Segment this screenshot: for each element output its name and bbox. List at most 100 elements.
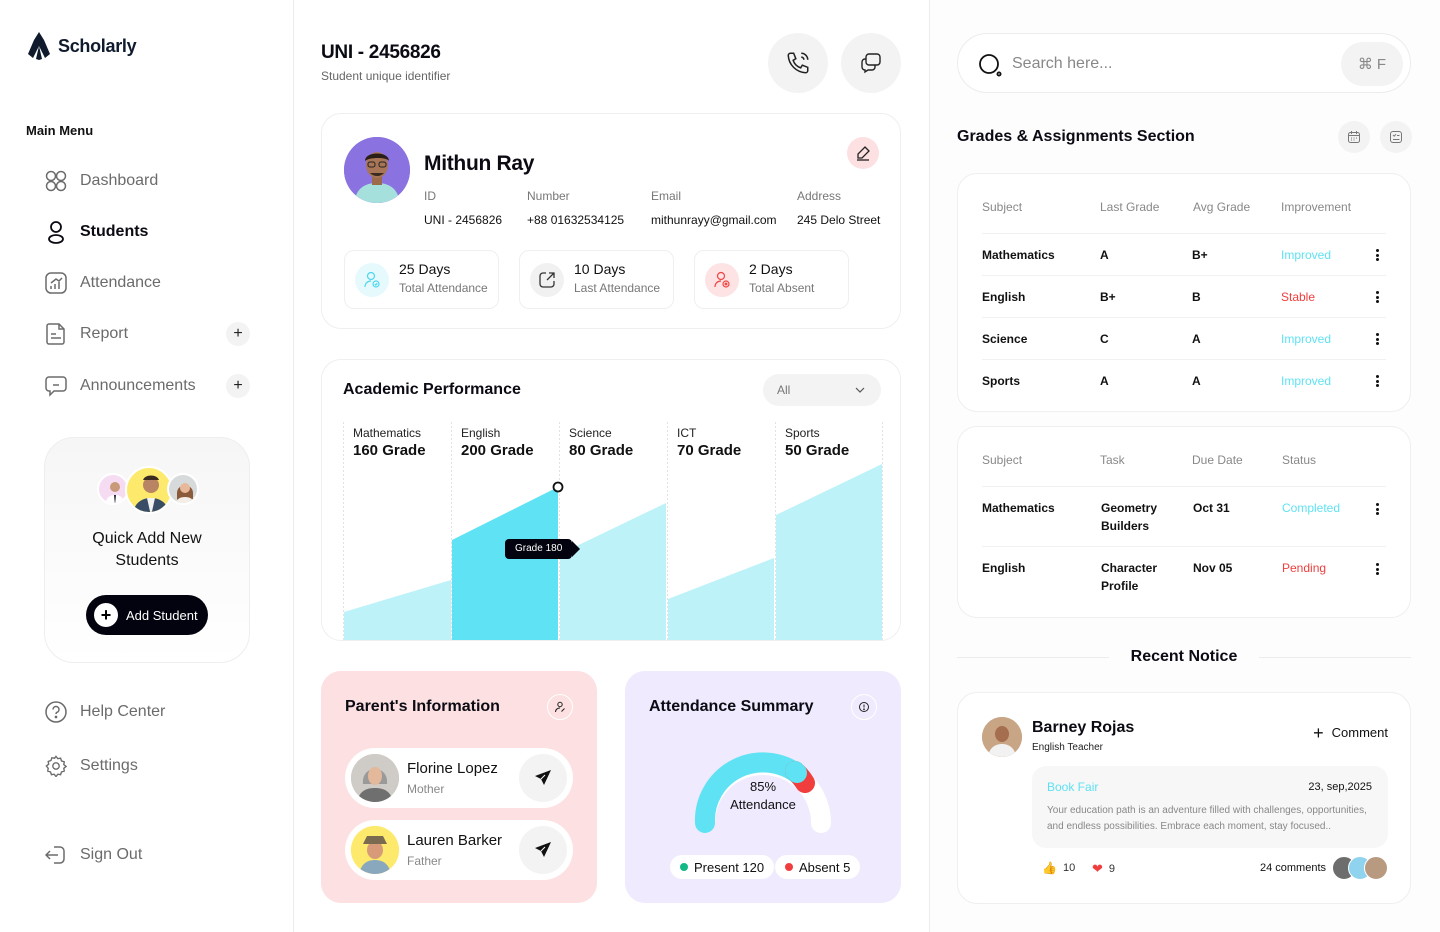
table-row[interactable]: English B+ B Stable — [982, 275, 1386, 317]
chat-button[interactable] — [841, 33, 901, 93]
sidebar-item-students[interactable]: Students — [44, 217, 250, 247]
external-link-icon — [530, 263, 564, 297]
parent-relation: Father — [407, 854, 442, 868]
grades-table: Subject Last Grade Avg Grade Improvement… — [957, 173, 1411, 412]
attendance-info-button[interactable] — [851, 694, 877, 720]
table-row[interactable]: Science C A Improved — [982, 317, 1386, 359]
heart-button[interactable]: ❤ 9 — [1092, 861, 1115, 877]
search-input[interactable] — [1012, 52, 1312, 76]
report-icon — [44, 322, 68, 346]
sidebar-item-label: Attendance — [80, 274, 161, 291]
stat-value: 10 Days — [574, 261, 626, 277]
chart-areas — [343, 422, 883, 640]
chart-category-label: Science — [569, 426, 612, 440]
cell-avg-grade: B+ — [1192, 248, 1208, 262]
parent-settings-button[interactable] — [547, 694, 573, 720]
row-menu-button[interactable] — [1372, 247, 1382, 263]
table-row[interactable]: Sports A A Improved — [982, 359, 1386, 401]
sidebar-item-label: Settings — [80, 757, 138, 774]
message-father-button[interactable] — [519, 826, 567, 874]
sidebar: Scholarly Main Menu Dashboard Students A… — [0, 0, 294, 932]
announcements-add-button[interactable]: + — [226, 374, 250, 398]
sidebar-item-attendance[interactable]: Attendance — [44, 268, 250, 298]
cell-status: Completed — [1282, 501, 1341, 515]
calendar-button[interactable] — [1338, 121, 1370, 153]
task-list-button[interactable] — [1380, 121, 1412, 153]
table-row[interactable]: English Character Profile Nov 05 Pending — [982, 546, 1386, 606]
pencil-icon — [857, 146, 870, 161]
column-header: Due Date — [1192, 453, 1243, 467]
sign-out-icon — [44, 843, 68, 867]
student-avatar — [344, 137, 410, 203]
chart-value-label: 160 Grade — [353, 442, 426, 459]
field-value[interactable]: mithunrayy@gmail.com — [651, 213, 777, 227]
cell-due-date: Nov 05 — [1193, 561, 1233, 575]
comments-count[interactable]: 24 comments — [1259, 862, 1326, 874]
row-menu-button[interactable] — [1372, 561, 1382, 577]
chart-category-label: English — [461, 426, 501, 440]
message-mother-button[interactable] — [519, 754, 567, 802]
call-button[interactable] — [768, 33, 828, 93]
brand-logo[interactable]: Scholarly — [28, 32, 137, 60]
attendance-summary-card: Attendance Summary 85% Attendance Presen… — [625, 671, 901, 903]
parent-avatar — [351, 826, 399, 874]
row-menu-button[interactable] — [1372, 289, 1382, 305]
add-comment-button[interactable]: + Comment — [1313, 724, 1388, 742]
edit-profile-button[interactable] — [847, 137, 879, 169]
main-menu-title: Main Menu — [26, 123, 94, 138]
student-profile-card: Mithun Ray ID UNI - 2456826 Number +88 016… — [321, 113, 901, 329]
sidebar-item-report[interactable]: Report + — [44, 319, 250, 349]
field-label: ID — [424, 189, 436, 203]
brand-name: Scholarly — [58, 35, 137, 56]
section-title: Parent's Information — [345, 698, 500, 715]
quick-add-title-line1: Quick Add New — [92, 530, 202, 547]
sidebar-item-label: Dashboard — [80, 172, 159, 189]
field-label: Email — [651, 189, 682, 203]
cell-subject: Sports — [982, 374, 1021, 388]
sidebar-item-help-center[interactable]: Help Center — [44, 697, 250, 727]
message-icon — [44, 374, 68, 398]
field-label: Address — [797, 189, 842, 203]
row-menu-button[interactable] — [1372, 501, 1382, 517]
notice-title[interactable]: Book Fair — [1047, 780, 1099, 794]
sidebar-item-dashboard[interactable]: Dashboard — [44, 166, 250, 196]
present-legend: Present 120 — [670, 855, 775, 879]
field-value: 245 Delo Street — [797, 213, 881, 227]
section-title: Academic Performance — [343, 381, 521, 398]
help-icon — [44, 700, 68, 724]
add-student-button[interactable]: + Add Student — [86, 595, 208, 635]
sidebar-item-announcements[interactable]: Announcements + — [44, 371, 250, 401]
stat-label: Total Attendance — [399, 281, 488, 295]
performance-chart: Mathematics 160 Grade English 200 Grade … — [343, 422, 883, 640]
row-menu-button[interactable] — [1372, 373, 1382, 389]
row-menu-button[interactable] — [1372, 331, 1382, 347]
notice-card: Barney Rojas English Teacher + Comment B… — [957, 692, 1411, 904]
table-row[interactable]: Mathematics A B+ Improved — [982, 233, 1386, 275]
phone-icon — [787, 52, 809, 74]
gear-icon — [44, 754, 68, 778]
logo-icon — [28, 32, 50, 60]
like-button[interactable]: 👍 10 — [1042, 861, 1075, 875]
academic-performance-card: Academic Performance All — [321, 359, 901, 641]
chart-value-label: 50 Grade — [785, 442, 850, 459]
table-row[interactable]: Mathematics Geometry Builders Oct 31 Comp… — [982, 486, 1386, 546]
performance-filter-dropdown[interactable]: All — [763, 374, 881, 406]
notice-content: Book Fair 23, sep,2025 Your education pa… — [1032, 766, 1388, 848]
cell-last-grade: B+ — [1100, 290, 1116, 304]
task-line: Geometry — [1101, 501, 1158, 515]
avatar — [167, 473, 199, 505]
plus-icon: + — [94, 603, 118, 627]
sidebar-item-settings[interactable]: Settings — [44, 751, 250, 781]
parent-row-father: Lauren Barker Father — [345, 820, 573, 880]
stat-total-absent: 2 Days Total Absent — [694, 250, 849, 309]
column-header: Subject — [982, 200, 1023, 214]
stat-value: 25 Days — [399, 261, 451, 277]
cell-avg-grade: A — [1192, 332, 1201, 346]
shortcut-key: F — [1376, 55, 1387, 73]
cell-subject: English — [982, 561, 1026, 575]
column-header: Improvement — [1281, 200, 1352, 214]
sidebar-item-sign-out[interactable]: Sign Out — [44, 840, 250, 870]
checklist-icon — [1390, 131, 1402, 143]
cell-subject: Science — [982, 332, 1028, 346]
report-add-button[interactable]: + — [226, 322, 250, 346]
